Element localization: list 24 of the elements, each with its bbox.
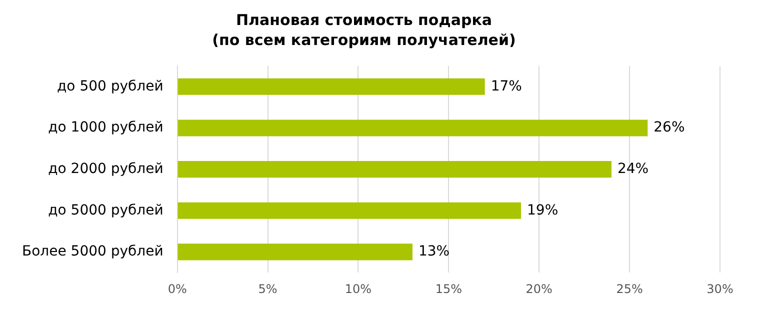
y-tick-label: до 5000 рублей xyxy=(48,202,164,218)
x-tick-label: 10% xyxy=(344,282,372,296)
x-tick-label: 20% xyxy=(526,282,552,296)
bar xyxy=(178,202,522,219)
chart-title: Плановая стоимость подарка xyxy=(236,10,492,29)
x-tick-label: 0% xyxy=(168,282,187,296)
x-tick-label: 15% xyxy=(435,282,462,296)
y-tick-label: до 2000 рублей xyxy=(48,160,164,177)
x-tick-label: 5% xyxy=(258,282,278,296)
x-tick-label: 25% xyxy=(616,282,643,296)
bar xyxy=(178,244,412,260)
data-label: 17% xyxy=(490,78,522,94)
data-label: 26% xyxy=(654,120,685,136)
data-label: 13% xyxy=(418,244,450,260)
y-tick-label: до 1000 рублей xyxy=(48,120,164,136)
chart-subtitle: (по всем категориям получателей) xyxy=(212,30,516,49)
bar xyxy=(178,78,485,95)
x-tick-label: 30% xyxy=(706,282,734,296)
y-tick-label: до 500 рублей xyxy=(56,78,164,94)
data-label: 24% xyxy=(617,160,649,177)
y-tick-label: Более 5000 рублей xyxy=(22,244,164,260)
bar xyxy=(178,161,612,178)
bar xyxy=(178,120,648,136)
data-label: 19% xyxy=(527,202,558,218)
